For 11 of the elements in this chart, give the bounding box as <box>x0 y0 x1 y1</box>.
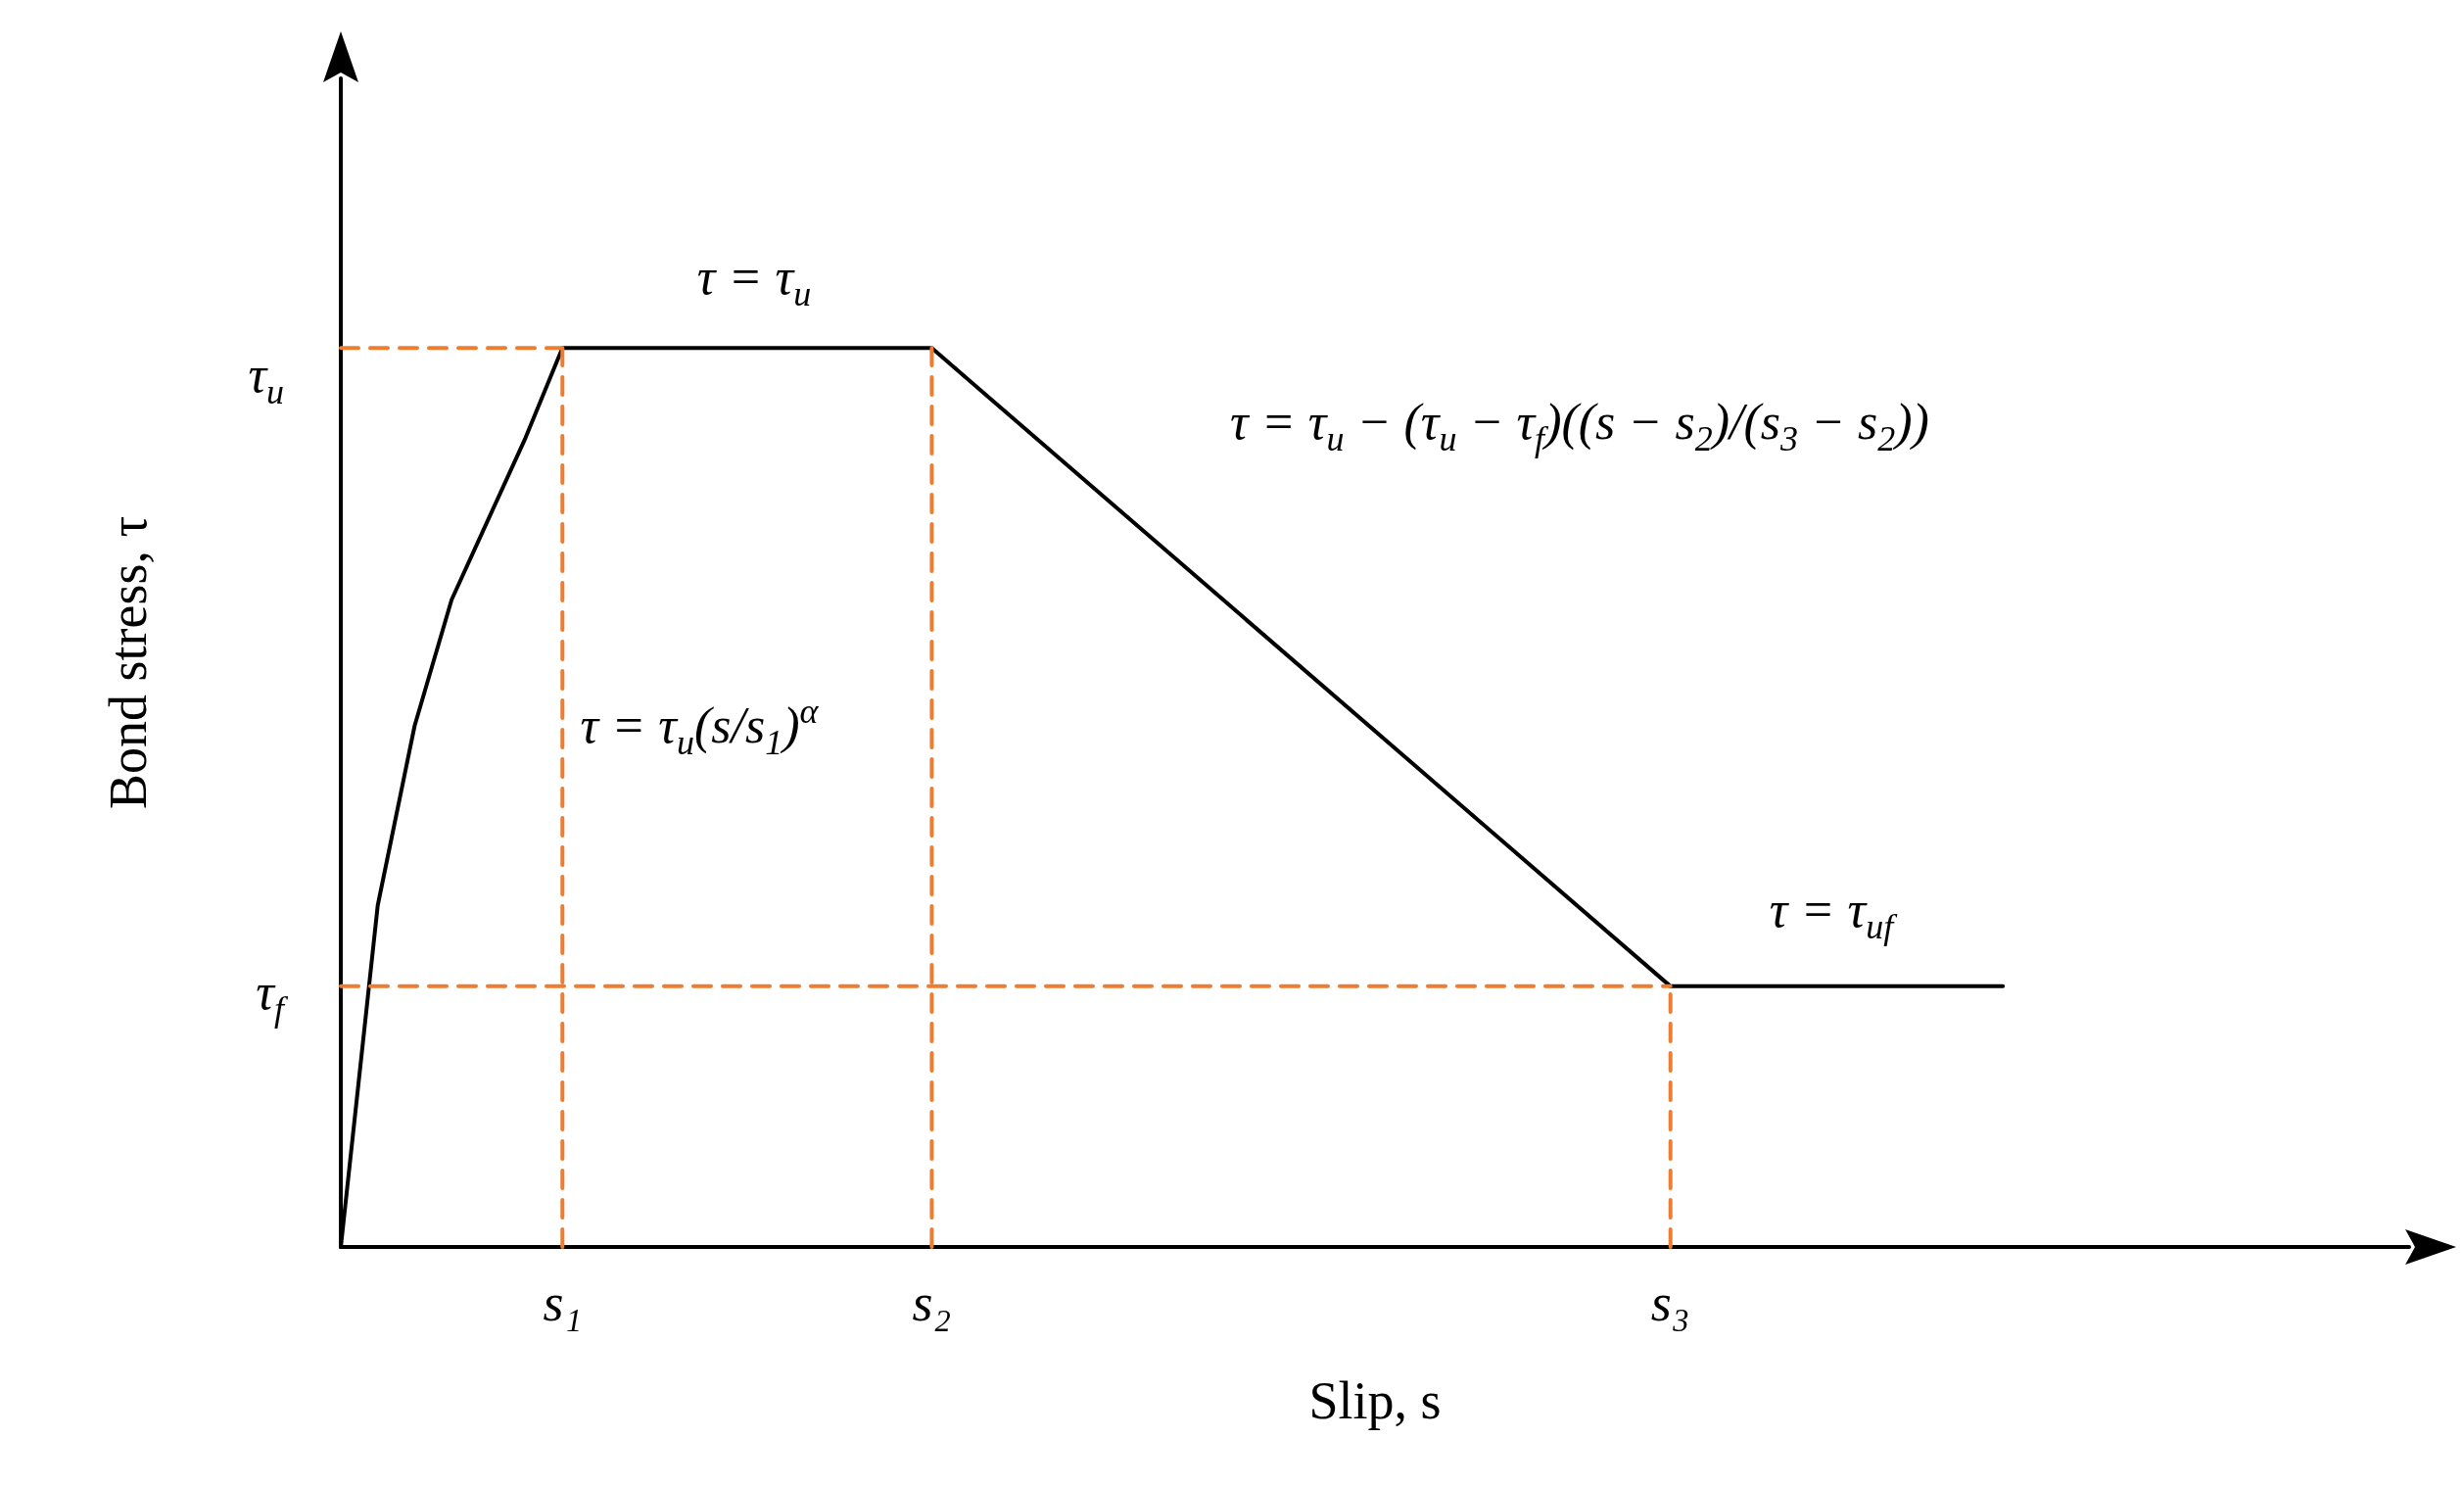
y-axis-title: Bond stress, τ <box>99 515 158 810</box>
x-tick-label: s₃ <box>1650 1273 1690 1332</box>
text: τ = τ$_{u}$ − (τ$_{u}$ − τ$_{f}$)((s − s$_{2}$)/(s$_{3}$ − s$_{2}$)) <box>1230 394 1929 458</box>
text: τ = τ$_{u}$ <box>696 249 812 313</box>
text: τ$_{u}$ <box>248 347 284 411</box>
x-tick-label: s₂ <box>912 1273 952 1332</box>
x-tick-label: s₁ <box>543 1273 583 1332</box>
text: τ$_{f}$ <box>256 964 289 1029</box>
annotation: τ = τ$_{u}$(s/s$_{1}$)$^{α}$ <box>580 692 820 762</box>
annotation: τ = τ$_{uf}$ <box>1769 882 1899 946</box>
x-axis-title: Slip, s <box>1308 1371 1442 1430</box>
